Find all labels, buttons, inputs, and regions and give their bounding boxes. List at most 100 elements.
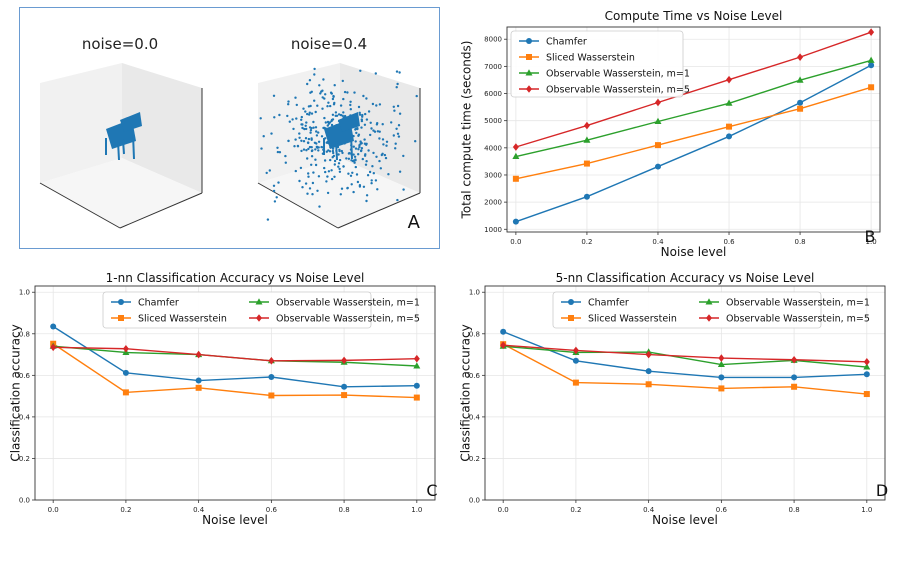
data-point: [645, 350, 652, 359]
noise-point: [337, 153, 340, 156]
series-line: [53, 346, 417, 362]
noise-point: [315, 142, 318, 145]
noise-point: [331, 113, 335, 117]
noise-point: [291, 118, 294, 121]
series-chamfer: [500, 328, 870, 381]
x-tick-label: 0.2: [581, 238, 592, 246]
noise-point: [396, 82, 399, 86]
chart-title: Compute Time vs Noise Level: [605, 9, 783, 23]
noise-point: [342, 165, 345, 168]
noise-point: [314, 148, 317, 151]
panel-letter-d: D: [876, 481, 888, 500]
noise-point: [301, 186, 304, 189]
noise-point: [365, 160, 368, 163]
data-point: [654, 163, 661, 170]
legend-item: Sliced Wasserstein: [519, 53, 635, 64]
noise-point: [395, 86, 398, 89]
noise-point: [341, 79, 344, 83]
noise-point: [333, 159, 337, 163]
noise-point: [287, 100, 290, 103]
noise-point: [316, 146, 319, 149]
noise-point: [273, 116, 276, 119]
noise-point: [311, 149, 314, 152]
data-point: [791, 355, 798, 364]
noise-point: [342, 97, 345, 101]
noise-point: [309, 131, 312, 134]
data-point: [195, 350, 202, 359]
x-tick-label: 0.0: [510, 238, 521, 246]
noise-point: [278, 151, 282, 154]
noise-point: [351, 171, 354, 174]
noise-point: [363, 154, 367, 157]
noise-point: [395, 127, 398, 130]
panel-letter-c: C: [426, 481, 437, 500]
noise-point: [346, 187, 349, 190]
noise-point: [383, 153, 387, 157]
noise-point: [272, 184, 276, 187]
noise-point: [354, 128, 357, 131]
legend: Chamfer Sliced Wasserstein Observable Wass…: [102, 291, 420, 329]
data-point: [868, 28, 875, 36]
legend: Chamfer Sliced Wasserstein Observable Wass…: [510, 30, 690, 98]
noise-point: [375, 155, 378, 158]
noise-point: [298, 179, 301, 183]
noise-point: [318, 205, 321, 208]
noise-point: [301, 126, 304, 130]
data-point: [717, 360, 725, 368]
noise-point: [317, 140, 321, 143]
noise-point: [270, 132, 273, 135]
noise-point: [349, 100, 352, 104]
noise-point: [365, 118, 369, 121]
series-observable-wasserstein-m-5: [512, 28, 875, 151]
noise-point: [337, 113, 341, 116]
legend-box: [102, 291, 372, 329]
noise-point: [266, 218, 270, 221]
noise-point: [323, 126, 326, 130]
noise-point: [324, 93, 327, 96]
noise-point: [273, 200, 277, 203]
data-point: [645, 381, 652, 388]
noise-point: [392, 134, 395, 137]
series-line: [515, 59, 872, 158]
noise-point: [304, 124, 307, 128]
noise-point: [340, 149, 343, 153]
noise-point: [275, 196, 278, 199]
noise-point: [378, 130, 381, 133]
noise-point: [396, 104, 400, 108]
data-point: [583, 136, 591, 143]
data-point: [341, 383, 348, 390]
noise-point: [327, 170, 331, 173]
data-point: [868, 84, 875, 91]
noise-point: [265, 171, 268, 175]
series-line: [515, 31, 872, 148]
series-line: [502, 343, 867, 395]
noise-point: [284, 161, 287, 164]
legend-box: [552, 291, 822, 329]
noise-point: [365, 199, 368, 203]
noise-point: [272, 189, 276, 193]
noise-point: [385, 144, 388, 147]
legend-marker: [525, 69, 533, 76]
noise-point: [333, 175, 336, 178]
data-point: [413, 394, 420, 401]
series-line: [515, 64, 872, 223]
data-point: [726, 123, 733, 130]
data-point: [512, 143, 519, 151]
noise-point: [358, 185, 362, 188]
y-tick-labels: 1000 2000 3000 4000 5000 6000 7000 8000: [484, 36, 507, 234]
noise-point: [398, 71, 401, 74]
noise-point: [313, 67, 316, 71]
legend-label: Chamfer: [588, 298, 629, 309]
y-tick-label: 0.2: [469, 455, 480, 463]
data-point: [863, 391, 870, 398]
series-chamfer: [512, 62, 875, 225]
noise-point: [272, 94, 276, 98]
data-point: [583, 160, 590, 167]
y-tick-label: 8000: [484, 36, 502, 44]
noise-point: [357, 105, 361, 109]
noise-point: [268, 169, 271, 172]
noise-point: [333, 84, 336, 87]
noise-point: [378, 103, 382, 106]
y-tick-label: 5000: [484, 117, 502, 125]
noise-point: [369, 121, 372, 125]
